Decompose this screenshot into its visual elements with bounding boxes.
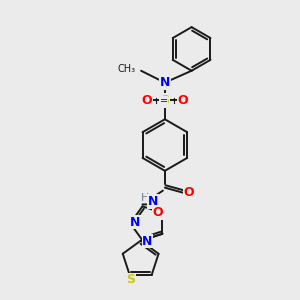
- Text: O: O: [152, 206, 163, 219]
- Text: CH₃: CH₃: [117, 64, 135, 74]
- Text: N: N: [142, 235, 153, 248]
- Text: O: O: [183, 186, 194, 199]
- Text: S: S: [160, 94, 169, 107]
- Text: S: S: [126, 273, 135, 286]
- Text: O: O: [142, 94, 152, 107]
- Text: H: H: [141, 193, 149, 202]
- Text: N: N: [148, 195, 158, 208]
- Text: N: N: [130, 216, 140, 229]
- Text: =: =: [160, 97, 168, 106]
- Text: O: O: [177, 94, 188, 107]
- Text: N: N: [160, 76, 170, 89]
